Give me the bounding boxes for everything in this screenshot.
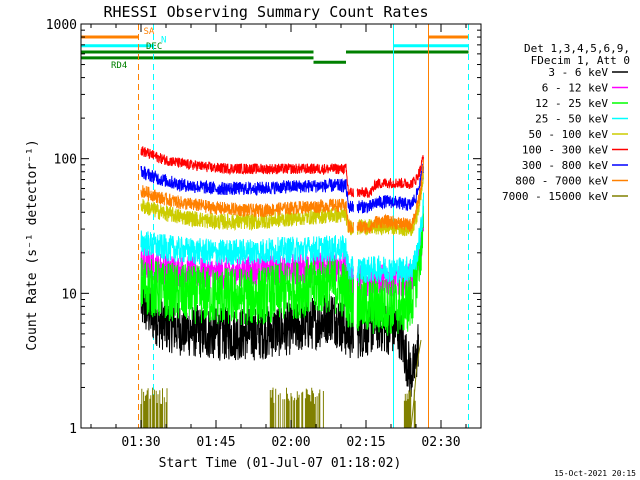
footer-timestamp: 15-Oct-2021 20:15 bbox=[554, 469, 636, 478]
flag-label-rd4: RD4 bbox=[111, 61, 127, 71]
legend-entry-label: 12 - 25 keV bbox=[535, 97, 608, 110]
legend-entry-label: 3 - 6 keV bbox=[548, 66, 608, 79]
x-tick-label: 01:45 bbox=[196, 435, 235, 450]
data-series bbox=[140, 146, 424, 429]
chart-title: RHESSI Observing Summary Count Rates bbox=[103, 3, 428, 21]
y-tick-label: 1000 bbox=[46, 18, 77, 33]
series-line-100-300keV bbox=[140, 146, 424, 198]
series-line-800-7000keV bbox=[140, 159, 424, 234]
legend-entry-label: 50 - 100 keV bbox=[529, 128, 609, 141]
series-line-3-6keV bbox=[140, 276, 419, 397]
legend-entry-label: 7000 - 15000 keV bbox=[502, 190, 608, 203]
burst-7000-15000-2 bbox=[269, 387, 324, 428]
burst-7000-15000-1 bbox=[140, 387, 168, 428]
legend-entry-label: 100 - 300 keV bbox=[522, 144, 608, 157]
legend-header-line: Det 1,3,4,5,6,9, bbox=[524, 42, 630, 55]
plot-frame bbox=[80, 23, 482, 429]
x-axis-label: Start Time (01-Jul-07 01:18:02) bbox=[159, 456, 402, 471]
legend-entry-label: 6 - 12 keV bbox=[542, 82, 609, 95]
series-line-7000-15000keV bbox=[410, 339, 422, 429]
x-tick-label: 02:15 bbox=[346, 435, 385, 450]
x-tick-label: 02:00 bbox=[271, 435, 310, 450]
burst-7000-15000-3 bbox=[403, 389, 416, 428]
legend-entry-label: 25 - 50 keV bbox=[535, 113, 608, 126]
series-line-12-25keV bbox=[140, 205, 424, 336]
y-tick-label: 1 bbox=[69, 422, 77, 437]
legend-entry-label: 800 - 7000 keV bbox=[515, 175, 608, 188]
series-line-25-50keV bbox=[140, 192, 424, 284]
flag-label-saa: SA bbox=[144, 27, 155, 37]
x-tick-label: 02:30 bbox=[421, 435, 460, 450]
series-line-300-800keV bbox=[140, 163, 424, 214]
legend-header-line: FDecim 1, Att 0 bbox=[531, 54, 630, 67]
x-tick-label: 01:30 bbox=[121, 435, 160, 450]
y-tick-label: 100 bbox=[54, 153, 77, 168]
legend-entry-label: 300 - 800 keV bbox=[522, 159, 608, 172]
axes: 1 10 100 1000 01:30 01:45 02:00 02:15 02:30 bbox=[46, 18, 482, 450]
flag-label-night: N bbox=[161, 36, 166, 46]
y-tick-label: 10 bbox=[61, 287, 77, 302]
y-axis-label: Count Rate (s⁻¹ detector⁻¹) bbox=[25, 139, 40, 350]
legend: Det 1,3,4,5,6,9,FDecim 1, Att 03 - 6 keV… bbox=[502, 42, 630, 203]
flag-label-decimation: DEC bbox=[146, 42, 162, 52]
